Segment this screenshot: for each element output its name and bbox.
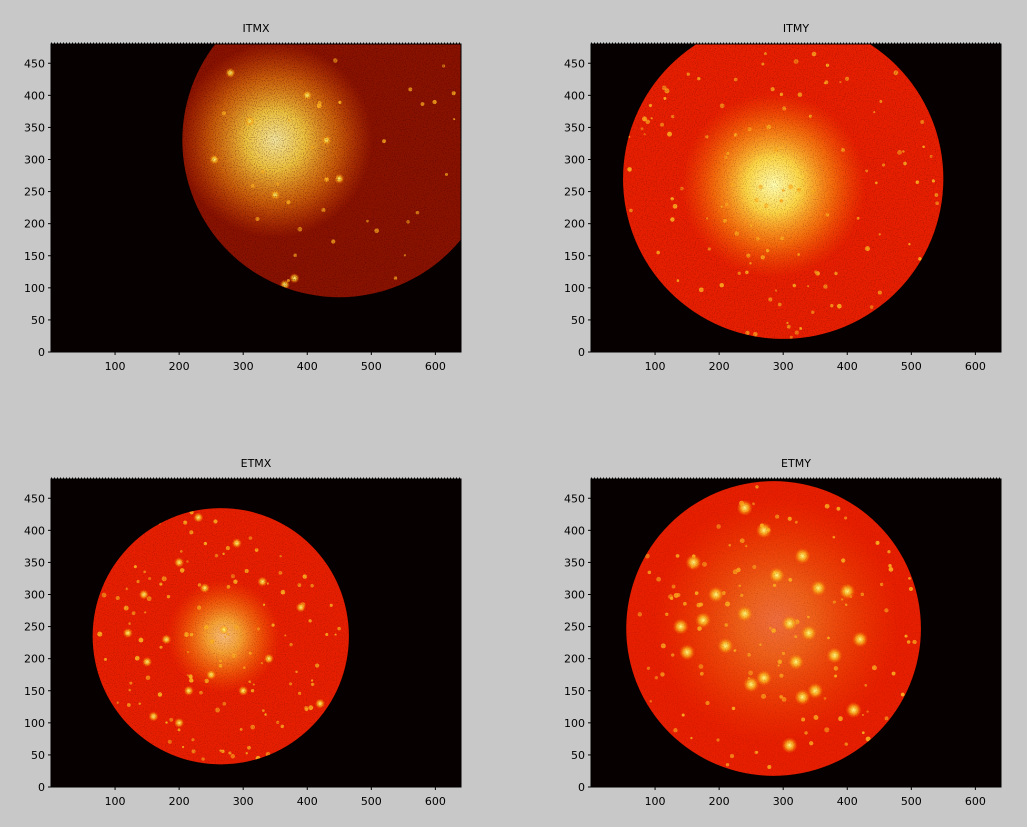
y-tick-label: 150: [564, 685, 585, 698]
noise-layer: [623, 44, 944, 339]
beam-disk: [92, 508, 349, 765]
heatmap-image: [623, 44, 944, 339]
y-tick-label: 250: [564, 621, 585, 634]
y-tick-label: 250: [24, 621, 45, 634]
plot-area: [51, 44, 461, 352]
beam-disk: [626, 481, 921, 776]
x-tick-label: 600: [965, 360, 986, 373]
heatmap-image: [182, 44, 461, 298]
y-tick-label: 200: [564, 218, 585, 231]
x-tick-label: 600: [425, 795, 446, 808]
chart-title: ETMX: [240, 457, 272, 470]
beam-disk: [623, 44, 944, 339]
y-tick-label: 200: [24, 218, 45, 231]
y-tick-label: 450: [564, 57, 585, 70]
y-tick-label: 250: [24, 186, 45, 199]
chart-panel-etmx: ETMX 100 200 300 400 500 600 0 50 100 150 200 250 30…: [0, 0, 513, 827]
x-tick-label: 400: [837, 795, 858, 808]
y-tick-label: 300: [24, 154, 45, 167]
y-tick-label: 350: [564, 121, 585, 134]
noise-layer: [626, 481, 921, 776]
y-tick-label: 250: [564, 186, 585, 199]
y-tick-label: 100: [564, 717, 585, 730]
plot-area: [591, 479, 1001, 787]
x-tick-label: 400: [837, 360, 858, 373]
plot-frame: [50, 478, 462, 788]
y-tick-label: 50: [31, 314, 45, 327]
x-tick-label: 400: [297, 795, 318, 808]
y-tick-label: 450: [24, 57, 45, 70]
y-tick-label: 350: [564, 556, 585, 569]
x-tick-label: 200: [169, 795, 190, 808]
y-tick-label: 300: [24, 589, 45, 602]
plot-frame: [50, 43, 462, 353]
plot-area: [591, 44, 1001, 352]
x-tick-label: 500: [901, 360, 922, 373]
y-tick-label: 350: [24, 556, 45, 569]
y-tick-label: 300: [564, 154, 585, 167]
y-tick-label: 400: [24, 89, 45, 102]
chart-title: ITMY: [782, 22, 810, 35]
plot-frame: [590, 478, 1002, 788]
y-tick-label: 400: [564, 524, 585, 537]
y-tick-label: 0: [578, 781, 585, 794]
y-tick-label: 50: [31, 749, 45, 762]
axes: 100 200 300 400 500 600 0 50 100 150 200 250 300 350 4…: [24, 477, 462, 808]
x-tick-label: 100: [645, 360, 666, 373]
x-tick-label: 500: [361, 795, 382, 808]
y-tick-label: 400: [564, 89, 585, 102]
y-tick-label: 0: [38, 781, 45, 794]
y-tick-label: 400: [24, 524, 45, 537]
x-tick-label: 300: [233, 360, 254, 373]
x-tick-label: 100: [645, 795, 666, 808]
x-tick-label: 300: [773, 795, 794, 808]
x-tick-label: 200: [169, 360, 190, 373]
x-tick-label: 200: [709, 795, 730, 808]
plot-area: [51, 479, 461, 787]
y-tick-label: 150: [24, 685, 45, 698]
y-tick-label: 150: [24, 250, 45, 263]
axes: 100 200 300 400 500 600 0 50 100 150 200 250 300 350 4…: [564, 42, 1002, 373]
x-tick-label: 100: [105, 360, 126, 373]
y-tick-label: 200: [24, 653, 45, 666]
plot-frame: [590, 43, 1002, 353]
chart-title: ITMX: [242, 22, 270, 35]
noise-layer: [92, 508, 349, 765]
y-tick-label: 150: [564, 250, 585, 263]
x-tick-label: 300: [233, 795, 254, 808]
y-tick-label: 0: [38, 346, 45, 359]
y-tick-label: 300: [564, 589, 585, 602]
x-tick-label: 500: [901, 795, 922, 808]
x-tick-label: 100: [105, 795, 126, 808]
y-tick-label: 350: [24, 121, 45, 134]
y-tick-label: 50: [571, 749, 585, 762]
x-tick-label: 200: [709, 360, 730, 373]
heatmap-image: [92, 508, 349, 765]
x-tick-label: 600: [965, 795, 986, 808]
y-tick-label: 450: [564, 492, 585, 505]
y-tick-label: 450: [24, 492, 45, 505]
x-tick-label: 600: [425, 360, 446, 373]
y-tick-label: 0: [578, 346, 585, 359]
chart-title: ETMY: [781, 457, 811, 470]
y-tick-label: 100: [564, 282, 585, 295]
x-tick-label: 400: [297, 360, 318, 373]
chart-panel-itmy: ITMY 100 200 300 400 500 600 0 50 100 150 200 250 30…: [0, 0, 1027, 413]
axes: 100 200 300 400 500 600 0 50 100 150 200 250 300 350 4…: [24, 42, 462, 373]
x-tick-label: 300: [773, 360, 794, 373]
y-tick-label: 200: [564, 653, 585, 666]
x-tick-label: 500: [361, 360, 382, 373]
chart-panel-itmx: ITMX 100 200 300 400 500 600 0 50 100 150 200 250 30…: [0, 0, 513, 413]
y-tick-label: 100: [24, 717, 45, 730]
y-tick-label: 100: [24, 282, 45, 295]
y-tick-label: 50: [571, 314, 585, 327]
heatmap-image: [626, 481, 921, 776]
